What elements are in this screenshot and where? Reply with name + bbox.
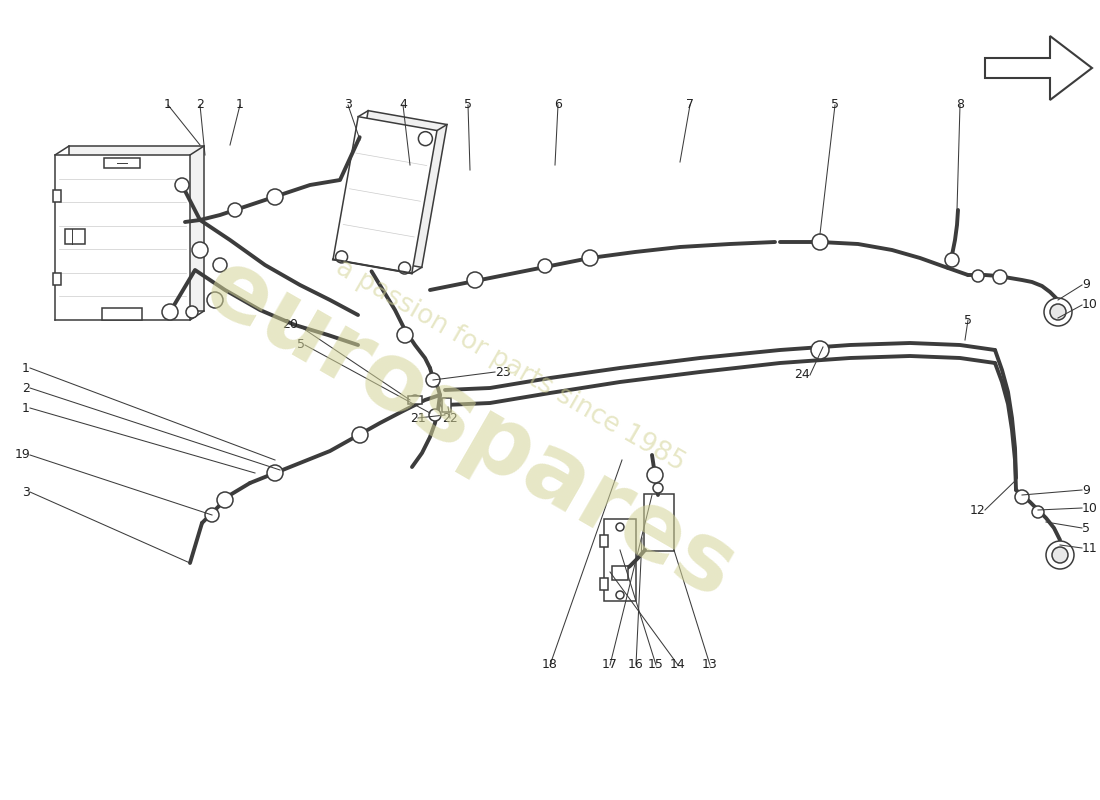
Text: 10: 10 <box>1082 298 1098 311</box>
Polygon shape <box>984 36 1092 100</box>
Text: 18: 18 <box>542 658 558 671</box>
Text: 6: 6 <box>554 98 562 111</box>
Circle shape <box>418 132 432 146</box>
Text: 12: 12 <box>969 503 984 517</box>
Text: 9: 9 <box>1082 483 1090 497</box>
Text: 8: 8 <box>956 98 964 111</box>
Text: 5: 5 <box>1082 522 1090 534</box>
Text: 1: 1 <box>236 98 244 111</box>
Text: 10: 10 <box>1082 502 1098 514</box>
Circle shape <box>468 272 483 288</box>
Bar <box>408 396 422 404</box>
Circle shape <box>538 259 552 273</box>
Bar <box>69 146 204 311</box>
Bar <box>53 190 60 202</box>
Text: 23: 23 <box>495 366 510 378</box>
Text: 16: 16 <box>628 658 643 671</box>
Circle shape <box>429 409 441 421</box>
Circle shape <box>162 304 178 320</box>
Circle shape <box>426 373 440 387</box>
FancyBboxPatch shape <box>604 519 636 601</box>
Circle shape <box>945 253 959 267</box>
Text: 15: 15 <box>648 658 664 671</box>
Circle shape <box>267 189 283 205</box>
Bar <box>55 155 190 320</box>
Text: 14: 14 <box>670 658 686 671</box>
Bar <box>102 308 142 320</box>
Circle shape <box>217 492 233 508</box>
Circle shape <box>207 292 223 308</box>
Bar <box>343 110 447 267</box>
Text: 22: 22 <box>442 411 458 425</box>
Text: 1: 1 <box>22 362 30 374</box>
Circle shape <box>213 258 227 272</box>
Circle shape <box>1044 298 1072 326</box>
Text: 13: 13 <box>702 658 718 671</box>
Circle shape <box>582 250 598 266</box>
Circle shape <box>1050 304 1066 320</box>
Text: 2: 2 <box>196 98 204 111</box>
Circle shape <box>398 262 410 274</box>
Text: 19: 19 <box>14 449 30 462</box>
Bar <box>600 578 608 590</box>
Circle shape <box>647 467 663 483</box>
Text: 24: 24 <box>794 369 810 382</box>
Circle shape <box>616 523 624 531</box>
Circle shape <box>1046 541 1074 569</box>
Circle shape <box>186 306 198 318</box>
Text: 17: 17 <box>602 658 618 671</box>
Text: 5: 5 <box>464 98 472 111</box>
Text: eurospares: eurospares <box>188 241 751 619</box>
Bar <box>442 398 451 412</box>
Circle shape <box>336 251 348 263</box>
Circle shape <box>267 465 283 481</box>
Text: 4: 4 <box>399 98 407 111</box>
Text: 21: 21 <box>410 411 426 425</box>
Circle shape <box>993 270 1007 284</box>
Text: 11: 11 <box>1082 542 1098 554</box>
Circle shape <box>228 203 242 217</box>
Text: 5: 5 <box>830 98 839 111</box>
Text: 20: 20 <box>282 318 298 331</box>
Bar <box>104 158 140 168</box>
Circle shape <box>1032 506 1044 518</box>
Text: 5: 5 <box>964 314 972 326</box>
Text: 9: 9 <box>1082 278 1090 291</box>
Circle shape <box>1015 490 1028 504</box>
Text: 3: 3 <box>22 486 30 498</box>
Text: 2: 2 <box>22 382 30 394</box>
Circle shape <box>616 591 624 599</box>
Circle shape <box>397 327 412 343</box>
Circle shape <box>811 341 829 359</box>
Bar <box>53 273 60 285</box>
Text: 7: 7 <box>686 98 694 111</box>
Circle shape <box>440 398 450 408</box>
Bar <box>65 229 85 244</box>
Text: a passion for parts since 1985: a passion for parts since 1985 <box>331 254 690 476</box>
Circle shape <box>1052 547 1068 563</box>
Circle shape <box>410 395 420 405</box>
Circle shape <box>205 508 219 522</box>
Circle shape <box>352 427 368 443</box>
Text: 3: 3 <box>344 98 352 111</box>
Text: 1: 1 <box>22 402 30 414</box>
Bar <box>600 535 608 547</box>
Circle shape <box>972 270 984 282</box>
Circle shape <box>812 234 828 250</box>
Bar <box>612 566 628 580</box>
Text: 1: 1 <box>164 98 172 111</box>
Text: 5: 5 <box>297 338 305 351</box>
Circle shape <box>192 242 208 258</box>
Bar <box>333 117 437 274</box>
Circle shape <box>175 178 189 192</box>
Circle shape <box>653 483 663 493</box>
FancyBboxPatch shape <box>644 494 674 551</box>
